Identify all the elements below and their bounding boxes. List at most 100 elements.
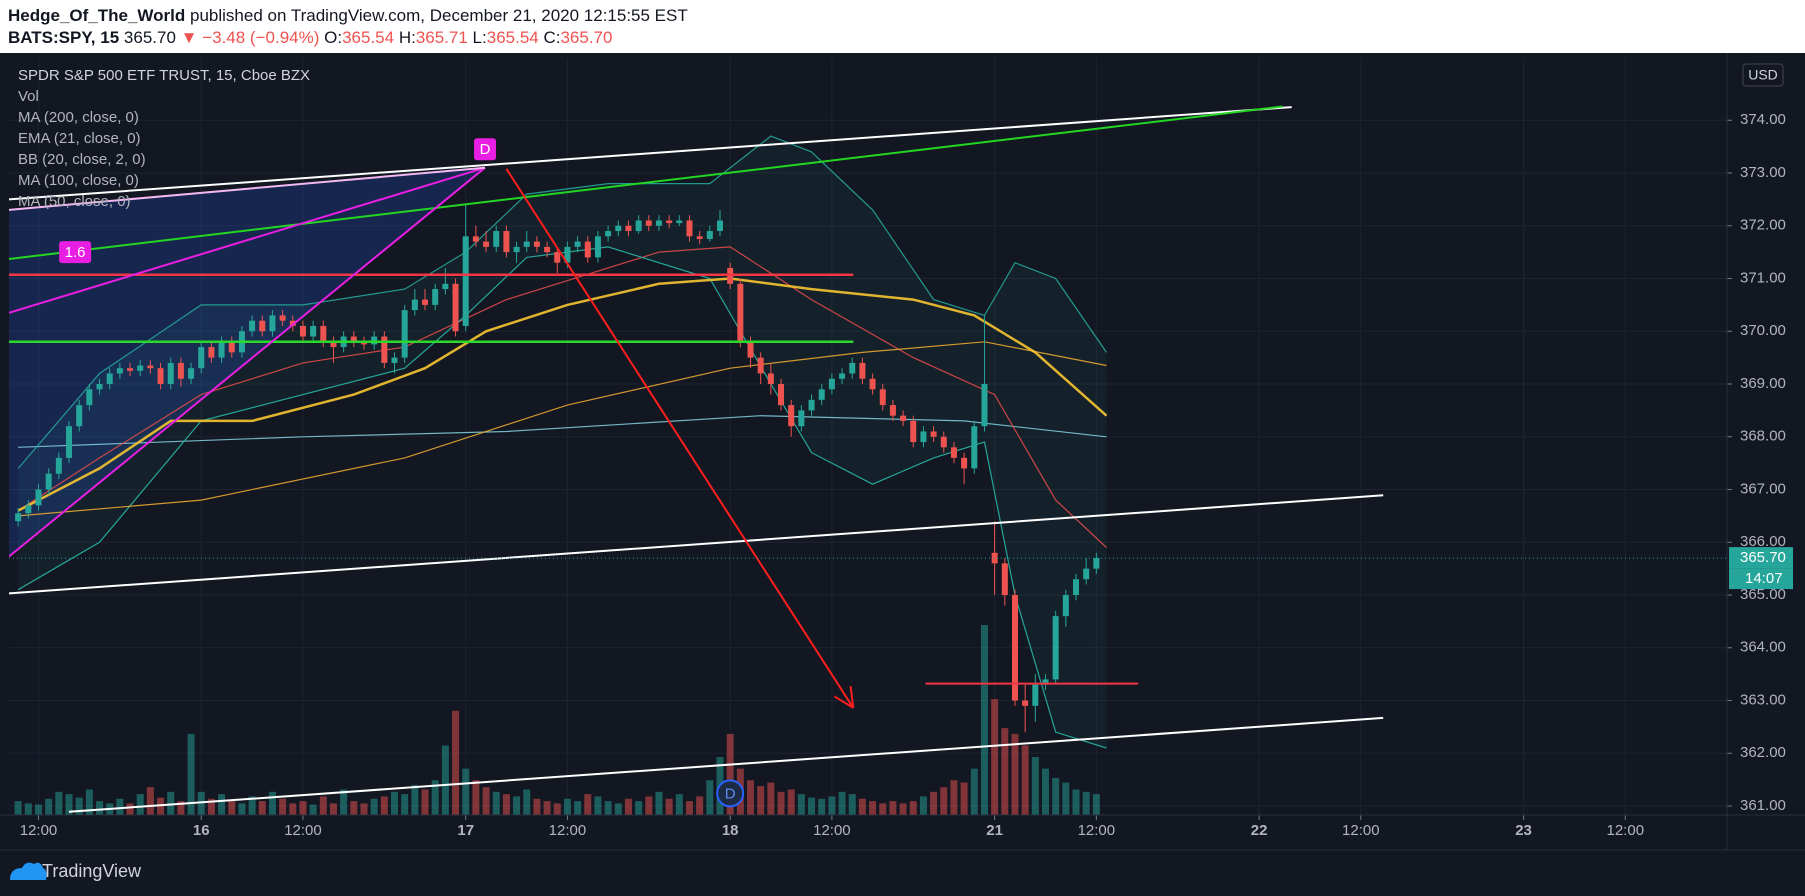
volume-bar [533,798,541,815]
y-tick-label: 372.00 [1740,217,1786,234]
volume-bar [116,798,124,815]
candle-body [564,246,571,263]
marker [716,779,745,808]
candle-body [605,231,612,237]
volume-bar [401,794,409,815]
ohlc-value: 365.71 [415,28,468,47]
volume-bar [747,780,755,815]
volume-bar [991,699,999,815]
candle-body [818,389,825,400]
candle-body [1062,595,1069,617]
candle-body [116,368,123,374]
volume-bar [594,796,602,815]
indicator-line [18,341,1107,517]
countdown: 14:07 [1745,570,1783,587]
x-tick-label: 22 [1251,822,1268,839]
volume-bar [604,801,612,815]
candle-body [289,320,296,326]
chart-title: SPDR S&P 500 ETF TRUST, 15, Cboe BZX [18,67,310,84]
candle-body [940,436,947,448]
candle-body [1052,616,1059,680]
drawing-trend [9,106,1292,201]
candle-body [106,373,113,385]
volume-bar [14,801,22,815]
ohlc-value: 365.54 [342,28,395,47]
candle-body [869,378,876,390]
candle-body [493,231,500,247]
volume-bar [930,791,938,815]
candle-body [269,315,276,332]
ohlc-label: C: [543,28,561,47]
candle-body [1093,558,1100,569]
volume-bar [909,801,917,815]
volume-bar [797,794,805,815]
y-tick-label: 374.00 [1740,111,1786,128]
marker [59,241,92,264]
candle-body [839,373,846,379]
marker-label: D [480,141,491,158]
legend-entry: BB (20, close, 2, 0) [18,151,146,168]
candle-body [533,241,540,247]
volume-bar [706,780,714,815]
candle-body [981,384,988,427]
volume-bar [1072,789,1080,815]
legend-entry: MA (200, close, 0) [18,109,139,126]
candle-body [228,341,235,353]
logo [10,862,47,880]
symbol: BATS:SPY, 15 [8,28,120,47]
y-tick-label: 363.00 [1740,691,1786,708]
volume-bar [1041,768,1049,815]
volume-bar [360,803,368,815]
candle-body [167,362,174,385]
candle-body [1011,595,1018,701]
candle-body [594,236,601,258]
band-fill [18,136,1107,749]
candle-body [442,283,449,290]
last-price-label: 365.70 [1740,549,1786,566]
volume-bar [411,784,419,815]
volume-bar [197,791,205,815]
volume-bar [675,794,683,815]
candle-body [849,362,856,374]
volume-bar [441,745,449,815]
volume-bar [85,789,93,815]
drawing-trend [9,166,486,314]
candle-body [737,283,744,342]
candle-body [859,362,866,379]
volume-bar [1082,791,1090,815]
candle-body [513,246,520,253]
candle-body [96,384,103,390]
indicator-line [17,246,1107,749]
candle-body [828,378,835,390]
volume-bar [391,791,399,815]
y-tick-label: 362.00 [1740,744,1786,761]
indicator-line [18,415,1107,448]
y-tick-label: 366.00 [1740,533,1786,550]
ohlc: O:365.54 H:365.71 L:365.54 C:365.70 [324,28,617,47]
arrow-head [849,685,855,709]
y-tick-label: 373.00 [1740,164,1786,181]
volume-bar [431,780,439,815]
volume-bar [726,733,734,815]
volume-bar [1031,757,1039,815]
volume-bar [187,733,195,815]
candle-body [147,365,154,369]
volume-bar [75,797,83,815]
candle-body [55,457,62,474]
volume-bar [24,803,32,815]
drawing-trend [9,105,1283,260]
y-tick-label: 364.00 [1740,639,1786,656]
candle-body [218,341,225,358]
volume-bar [1011,733,1019,815]
candle-body [76,405,83,427]
volume-bar [1001,728,1009,815]
volume-bar [1052,777,1060,815]
candle-body [350,336,357,342]
candle-body [1073,579,1080,596]
volume-bar [787,789,795,815]
volume-bar [808,797,816,815]
candle-body [950,447,957,458]
x-tick-label: 12:00 [1342,822,1380,839]
volume-bar [167,791,175,815]
volume-bar [696,796,704,815]
